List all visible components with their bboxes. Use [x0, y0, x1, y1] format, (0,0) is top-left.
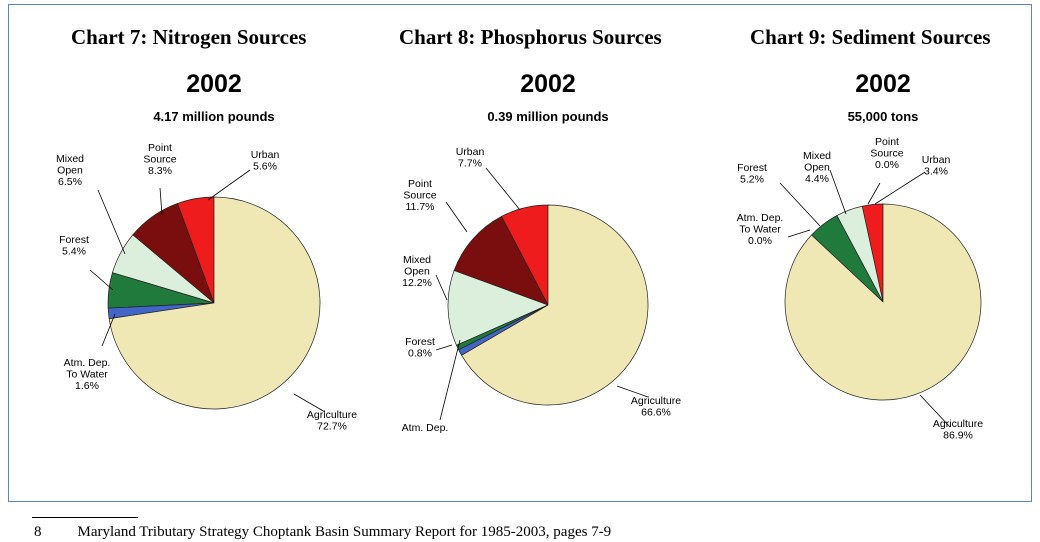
- leader-line: [829, 169, 847, 215]
- footnote-rule: [32, 517, 138, 518]
- slice-label-agriculture: Agriculture 72.7%: [307, 409, 357, 433]
- slice-label-agriculture: Agriculture 86.9%: [933, 418, 983, 442]
- slice-label-atm-dep-to-water: Atm. Dep. To Water 0.0%: [737, 212, 784, 247]
- chart-7-title: Chart 7: Nitrogen Sources: [71, 25, 307, 49]
- slice-label-urban: Urban 3.4%: [922, 154, 951, 178]
- slice-label-mixed-open: Mixed Open 6.5%: [56, 153, 84, 188]
- slice-label-atm-dep-to-water: Atm. Dep. To Water 1.6%: [64, 357, 111, 392]
- slice-label-atm-dep: Atm. Dep.: [402, 422, 449, 434]
- leader-line: [787, 229, 811, 238]
- leader-line: [97, 189, 126, 255]
- chart-9-title: Chart 9: Sediment Sources: [750, 25, 991, 49]
- slice-label-point-source: Point Source 11.7%: [403, 178, 436, 213]
- leader-line: [293, 393, 326, 413]
- leader-line: [485, 167, 521, 211]
- leader-line: [159, 187, 163, 216]
- slice-label-point-source: Point Source 0.0%: [870, 136, 903, 171]
- slice-label-mixed-open: Mixed Open 4.4%: [803, 150, 831, 185]
- slice-label-forest: Forest 5.2%: [737, 162, 767, 186]
- pie-slice-mixed-open: [447, 270, 549, 346]
- footnote-number: 8: [34, 524, 42, 540]
- chart-year: 2002: [186, 70, 242, 98]
- chart-subtitle: 0.39 million pounds: [487, 109, 608, 124]
- pie-slice-agriculture: [108, 196, 321, 410]
- leader-line: [919, 394, 951, 428]
- leader-line: [435, 274, 448, 301]
- pie-slice-agriculture: [461, 204, 649, 406]
- pie-slice-agriculture: [784, 203, 982, 401]
- leader-line: [101, 313, 116, 347]
- pie-chart-8: 2002 0.39 million pounds Agriculture 66.6% A…: [402, 70, 682, 434]
- pie-chart-9: 2002 55,000 tons Agriculture 86.9% Atm. Dep.…: [737, 70, 984, 442]
- pie-slice-point-source: [453, 216, 549, 306]
- chart-subtitle: 4.17 million pounds: [153, 109, 274, 124]
- chart-8-title: Chart 8: Phosphorus Sources: [399, 25, 662, 49]
- slice-label-agriculture: Agriculture 66.6%: [631, 395, 681, 419]
- slice-label-point-source: Point Source 8.3%: [143, 142, 176, 177]
- slice-label-urban: Urban 5.6%: [251, 149, 280, 173]
- leader-line: [89, 269, 114, 291]
- footnote-text: Maryland Tributary Strategy Choptank Bas…: [77, 524, 612, 540]
- slice-label-urban: Urban 7.7%: [456, 146, 485, 170]
- chart-year: 2002: [520, 70, 576, 98]
- leader-line: [867, 182, 881, 205]
- leader-line: [435, 344, 453, 351]
- leader-line: [207, 169, 251, 201]
- leader-line: [874, 171, 926, 205]
- pie-charts: 2002 4.17 million pounds Agriculture 72.7% A…: [56, 70, 984, 442]
- footnote: 8 Maryland Tributary Strategy Choptank Ba…: [34, 524, 611, 541]
- slice-label-mixed-open: Mixed Open 12.2%: [402, 254, 432, 289]
- slice-label-forest: Forest 0.8%: [405, 336, 435, 360]
- chart-year: 2002: [855, 70, 911, 98]
- slice-label-forest: Forest 5.4%: [59, 234, 89, 258]
- leader-line: [779, 182, 821, 227]
- leader-line: [445, 201, 468, 233]
- leader-line: [439, 339, 461, 421]
- pie-chart-7: 2002 4.17 million pounds Agriculture 72.7% A…: [56, 70, 357, 433]
- chart-subtitle: 55,000 tons: [848, 109, 919, 124]
- leader-line: [616, 385, 649, 398]
